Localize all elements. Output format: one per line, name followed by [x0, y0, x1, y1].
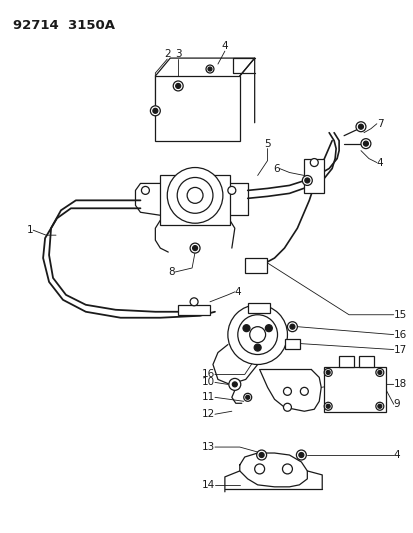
Circle shape [289, 324, 294, 329]
Text: 17: 17 [393, 344, 406, 354]
Circle shape [259, 453, 263, 457]
Circle shape [190, 298, 197, 306]
Circle shape [287, 322, 297, 332]
Text: 1: 1 [26, 225, 33, 235]
Text: 16: 16 [393, 329, 406, 340]
Text: 11: 11 [201, 392, 214, 402]
Text: 3: 3 [174, 49, 181, 59]
Bar [323, 367, 385, 412]
Bar [304, 158, 323, 193]
Circle shape [175, 84, 180, 88]
Text: 13: 13 [201, 442, 214, 452]
Bar [285, 338, 300, 349]
Circle shape [177, 177, 212, 213]
Circle shape [298, 453, 303, 457]
Circle shape [358, 124, 363, 129]
Circle shape [323, 402, 331, 410]
Circle shape [207, 67, 211, 71]
Circle shape [173, 81, 183, 91]
Circle shape [301, 175, 311, 185]
Circle shape [325, 370, 330, 375]
Text: 7: 7 [376, 119, 382, 129]
Text: 4: 4 [393, 450, 399, 460]
Circle shape [254, 464, 264, 474]
Text: 92714  3150A: 92714 3150A [13, 19, 115, 33]
Circle shape [296, 450, 306, 460]
Circle shape [232, 382, 237, 387]
Text: 16: 16 [201, 369, 214, 379]
Text: 12: 12 [201, 409, 214, 419]
Circle shape [304, 178, 309, 183]
Bar [160, 175, 229, 225]
Circle shape [300, 387, 308, 395]
Circle shape [152, 108, 157, 114]
Text: 14: 14 [201, 480, 214, 490]
Text: 5: 5 [263, 139, 270, 149]
Circle shape [190, 243, 199, 253]
Circle shape [227, 305, 287, 365]
Text: 4: 4 [376, 158, 382, 167]
Circle shape [187, 188, 202, 203]
Circle shape [206, 65, 214, 73]
Circle shape [363, 141, 368, 146]
Bar [178, 305, 209, 315]
Text: 2: 2 [164, 49, 170, 59]
Bar [338, 356, 353, 367]
Circle shape [150, 106, 160, 116]
Circle shape [323, 368, 331, 376]
Text: 15: 15 [393, 310, 406, 320]
Circle shape [360, 139, 370, 149]
Circle shape [227, 187, 235, 195]
Bar [358, 356, 373, 367]
Circle shape [254, 344, 261, 351]
Circle shape [256, 450, 266, 460]
Bar [155, 76, 239, 141]
Circle shape [245, 395, 249, 399]
Circle shape [228, 378, 240, 390]
Circle shape [325, 404, 330, 408]
Text: 6: 6 [272, 164, 279, 174]
Bar [247, 303, 269, 313]
Circle shape [355, 122, 365, 132]
Circle shape [377, 370, 381, 375]
Circle shape [141, 187, 149, 195]
Circle shape [265, 325, 272, 332]
Circle shape [249, 327, 265, 343]
Text: 4: 4 [234, 287, 241, 297]
Circle shape [282, 464, 292, 474]
Circle shape [243, 393, 251, 401]
Text: 4: 4 [221, 41, 228, 51]
Text: 8: 8 [168, 267, 175, 277]
Text: 9: 9 [393, 399, 399, 409]
Circle shape [377, 404, 381, 408]
Bar [244, 258, 266, 273]
Circle shape [283, 403, 291, 411]
Circle shape [192, 246, 197, 251]
Circle shape [167, 167, 222, 223]
Text: 18: 18 [393, 379, 406, 390]
Circle shape [375, 402, 383, 410]
Circle shape [283, 387, 291, 395]
Circle shape [237, 315, 277, 354]
Circle shape [242, 325, 249, 332]
Circle shape [310, 158, 318, 166]
Text: 10: 10 [201, 377, 214, 387]
Circle shape [375, 368, 383, 376]
